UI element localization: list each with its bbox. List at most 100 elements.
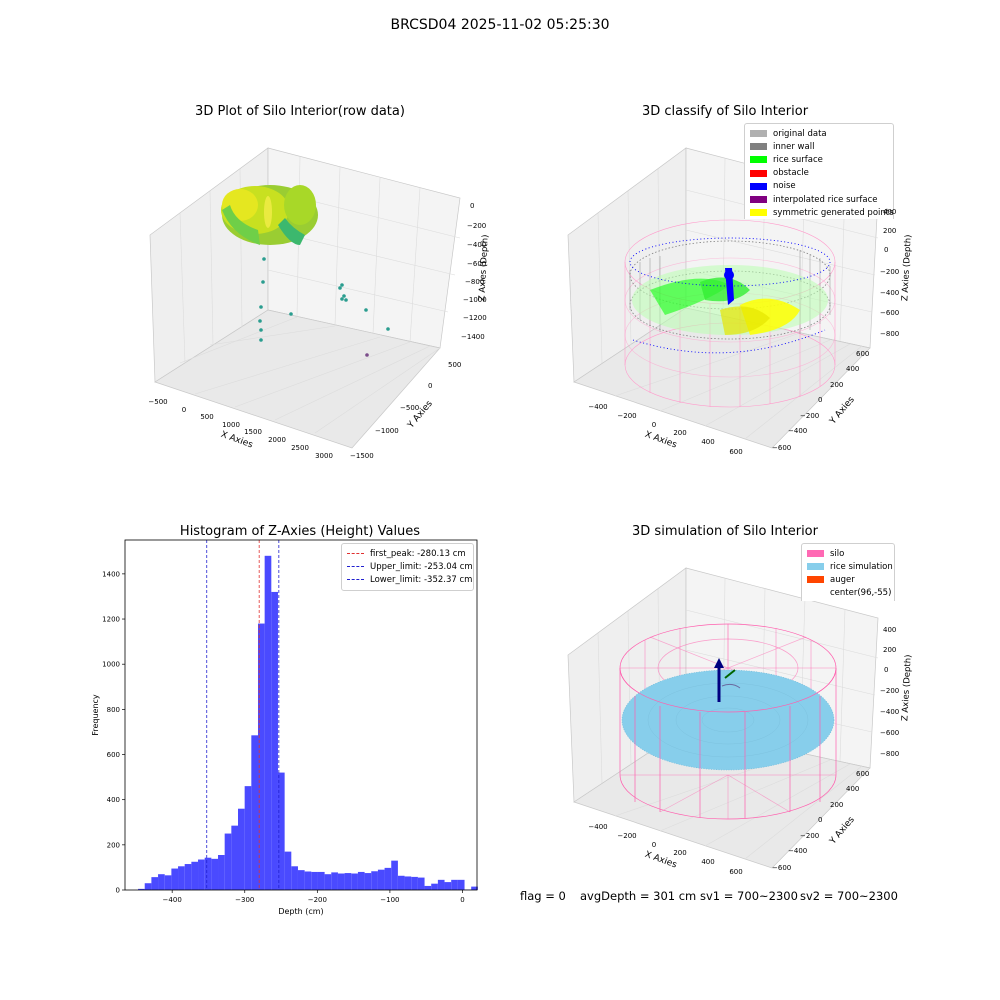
raw-3d-plot: −500 0 500 1000 1500 2000 2500 3000 500 … — [148, 147, 491, 460]
sv1-status: sv1 = 700~2300 — [700, 889, 798, 903]
classify-xtick: 600 — [729, 448, 742, 456]
legend-item-first-peak: first_peak: -280.13 cm — [347, 547, 467, 560]
raw-ztick: −200 — [467, 222, 486, 230]
classify-ztick: −200 — [880, 268, 899, 276]
classify-xtick: 200 — [673, 429, 686, 437]
histogram-bar — [471, 886, 478, 890]
histogram-bar — [317, 871, 325, 890]
classify-zlabel: Z Axies (Depth) — [900, 234, 913, 301]
raw-ytick: 0 — [428, 382, 432, 390]
classify-ytick: −400 — [788, 427, 807, 435]
histogram-bar — [184, 864, 192, 890]
histogram-bar — [391, 860, 398, 890]
histogram-ylabel: Frequency — [91, 694, 100, 736]
legend-item-original-data: original data — [750, 127, 887, 140]
histogram-bar — [324, 874, 332, 890]
histogram-bar — [437, 879, 445, 890]
histogram-xtick-label: −300 — [235, 896, 254, 904]
simulation-ytick: 400 — [846, 785, 859, 793]
histogram-ytick-label: 400 — [107, 796, 120, 804]
raw-ytick: −500 — [400, 404, 419, 412]
classify-xtick: 0 — [652, 421, 656, 429]
simulation-ztick: −600 — [880, 729, 899, 737]
classify-plot-title: 3D classify of Silo Interior — [641, 104, 809, 119]
classify-ytick: 400 — [846, 365, 859, 373]
simulation-ytick: −400 — [788, 847, 807, 855]
histogram-bar — [238, 808, 245, 890]
classify-ztick: 0 — [884, 246, 888, 254]
histogram-bar — [138, 888, 145, 890]
legend-item-symmetric: symmetric generated points — [750, 206, 894, 219]
raw-xtick: 1000 — [222, 421, 240, 429]
simulation-xtick: 200 — [673, 849, 686, 857]
simulation-ztick: −400 — [880, 708, 899, 716]
histogram-bar — [457, 879, 465, 890]
raw-ztick: −1000 — [463, 296, 487, 304]
simulation-xtick: 0 — [652, 841, 656, 849]
classify-ytick: 0 — [818, 396, 822, 404]
histogram-bar — [171, 868, 179, 890]
histogram-ytick-label: 200 — [107, 841, 120, 849]
figure-title: BRCSD04 2025-11-02 05:25:30 — [390, 17, 610, 33]
histogram-bar — [257, 623, 265, 890]
raw-xtick: 500 — [200, 413, 213, 421]
histogram-bar — [384, 867, 392, 890]
raw-ytick: −1500 — [350, 452, 374, 460]
histogram-xlabel: Depth (cm) — [278, 907, 323, 916]
histogram-bar — [251, 735, 258, 890]
legend-item-center: center(96,-55) — [830, 588, 892, 599]
histogram-bar — [264, 555, 272, 890]
simulation-xtick: −200 — [617, 832, 636, 840]
simulation-ztick: −800 — [880, 750, 899, 758]
histogram-bar — [371, 871, 378, 890]
simulation-ytick: −600 — [772, 864, 791, 872]
histogram-bar — [291, 866, 298, 890]
histogram-bar — [337, 873, 345, 890]
histogram-bar — [284, 851, 292, 890]
histogram-bar — [164, 875, 172, 890]
classify-xtick: −400 — [588, 403, 607, 411]
histogram-xtick-label: 0 — [460, 896, 464, 904]
raw-xtick: 2000 — [268, 436, 286, 444]
raw-ztick: −1200 — [463, 314, 487, 322]
histogram-bar — [218, 855, 225, 890]
raw-zlabel: Z Axies (Depth) — [477, 234, 490, 301]
classify-3d-plot: original data inner wall rice surface ob… — [567, 123, 914, 456]
raw-xtick: 3000 — [315, 452, 333, 460]
classify-ytick: 600 — [856, 350, 869, 358]
classify-ztick: −800 — [880, 330, 899, 338]
histogram-bar — [331, 872, 338, 890]
classify-ztick: 400 — [883, 208, 896, 216]
histogram-bar — [431, 883, 438, 890]
classify-ytick: −200 — [800, 412, 819, 420]
simulation-ztick: 200 — [883, 646, 896, 654]
histogram-xtick-label: −400 — [163, 896, 182, 904]
simulation-ztick: −200 — [880, 687, 899, 695]
classify-xtick: 400 — [701, 438, 714, 446]
histogram-bar — [311, 871, 318, 890]
simulation-xtick: 400 — [701, 858, 714, 866]
simulation-xtick: −400 — [588, 823, 607, 831]
histogram-xtick-label: −200 — [308, 896, 327, 904]
legend-item-rice-surface: rice surface — [750, 153, 887, 166]
simulation-3d-plot: silo rice simulation auger center(96,-55… — [567, 543, 914, 876]
raw-xtick: −500 — [148, 398, 167, 406]
sv2-status: sv2 = 700~2300 — [800, 889, 898, 903]
simulation-ztick: 400 — [883, 626, 896, 634]
histogram-bar — [191, 861, 199, 890]
histogram-bar — [178, 866, 185, 890]
histogram-bar — [271, 591, 278, 890]
histogram-bar — [244, 786, 252, 890]
classify-ztick: 200 — [883, 227, 896, 235]
legend-item-upper-limit: Upper_limit: -253.04 cm — [347, 560, 473, 573]
histogram-bar — [224, 833, 232, 890]
histogram-bar — [404, 876, 412, 890]
raw-ztick: −800 — [465, 278, 484, 286]
simulation-ztick: 0 — [884, 666, 888, 674]
classify-ztick: −400 — [880, 289, 899, 297]
raw-ztick: 0 — [470, 202, 474, 210]
classify-ytick: 200 — [830, 381, 843, 389]
histogram-bar — [158, 874, 165, 890]
histogram-bar — [357, 871, 365, 890]
simulation-legend: silo rice simulation auger center(96,-55… — [801, 543, 895, 601]
